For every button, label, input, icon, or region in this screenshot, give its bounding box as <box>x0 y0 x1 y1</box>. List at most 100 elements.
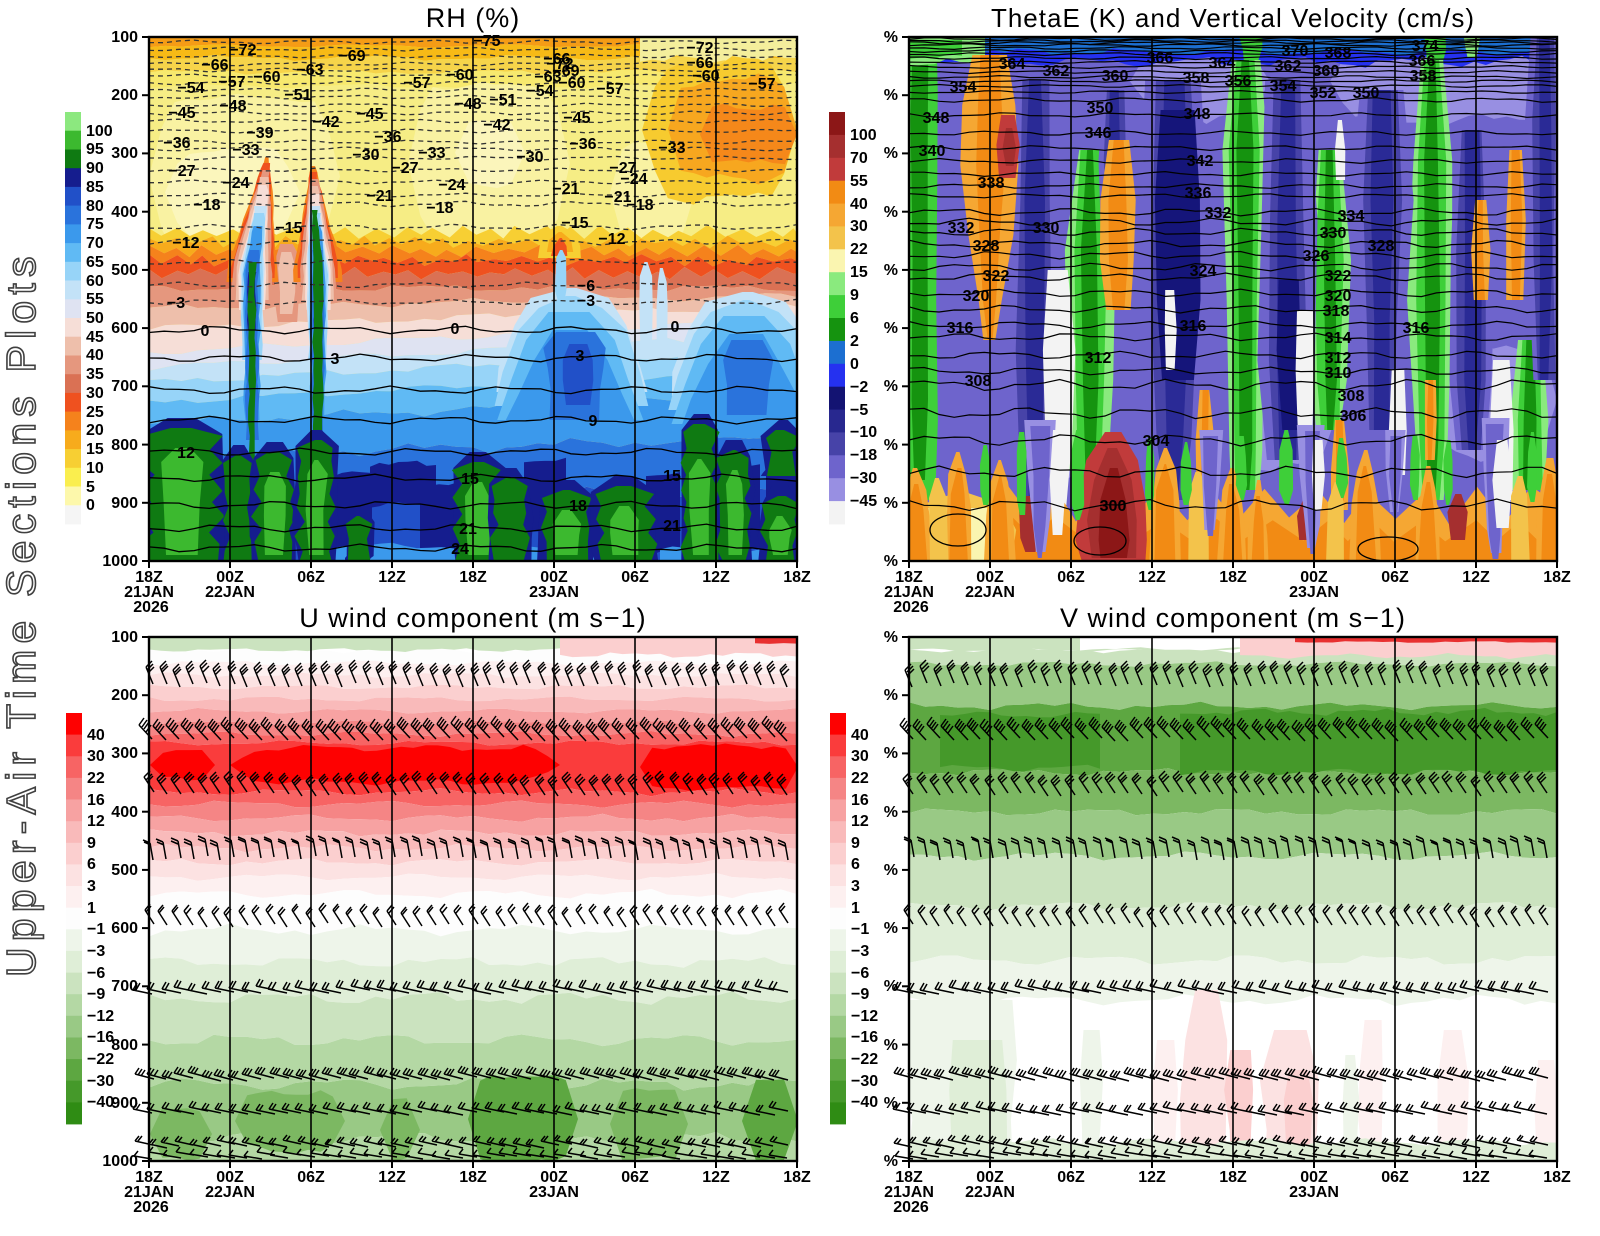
svg-text:70: 70 <box>86 235 104 252</box>
svg-text:−15: −15 <box>561 215 588 232</box>
svg-text:22JAN: 22JAN <box>965 584 1015 601</box>
svg-text:100: 100 <box>86 123 113 140</box>
svg-text:−69: −69 <box>552 63 579 80</box>
svg-text:15: 15 <box>461 471 479 488</box>
svg-text:304: 304 <box>1143 433 1170 450</box>
svg-text:316: 316 <box>1180 318 1207 335</box>
svg-text:1: 1 <box>87 900 96 917</box>
svg-text:324: 324 <box>1190 263 1217 280</box>
svg-text:400: 400 <box>111 804 138 821</box>
svg-text:18: 18 <box>569 498 587 515</box>
svg-text:00Z: 00Z <box>1300 1169 1328 1186</box>
svg-text:352: 352 <box>1310 85 1337 102</box>
svg-text:5: 5 <box>86 479 95 496</box>
svg-text:55: 55 <box>850 173 868 190</box>
svg-text:348: 348 <box>923 110 950 127</box>
svg-text:−45: −45 <box>356 106 383 123</box>
svg-text:316: 316 <box>1403 320 1430 337</box>
svg-text:−24: −24 <box>438 177 465 194</box>
svg-text:30: 30 <box>850 218 868 235</box>
svg-text:22JAN: 22JAN <box>205 1184 255 1201</box>
svg-text:16: 16 <box>87 792 105 809</box>
svg-text:368: 368 <box>1325 45 1352 62</box>
svg-text:−42: −42 <box>312 114 339 131</box>
svg-text:2026: 2026 <box>893 599 929 616</box>
svg-text:%: % <box>884 629 898 646</box>
svg-text:600: 600 <box>111 920 138 937</box>
svg-text:06Z: 06Z <box>1381 1169 1409 1186</box>
svg-text:21JAN: 21JAN <box>124 1184 174 1201</box>
svg-text:2: 2 <box>850 333 859 350</box>
svg-text:12: 12 <box>851 813 869 830</box>
svg-text:−39: −39 <box>246 125 273 142</box>
svg-text:900: 900 <box>111 495 138 512</box>
svg-text:70: 70 <box>850 150 868 167</box>
svg-text:−45: −45 <box>850 493 877 510</box>
svg-text:1: 1 <box>851 900 860 917</box>
svg-text:15: 15 <box>663 468 681 485</box>
svg-text:−40: −40 <box>87 1094 114 1111</box>
svg-text:100: 100 <box>111 629 138 646</box>
svg-text:30: 30 <box>851 748 869 765</box>
svg-text:−60: −60 <box>446 67 473 84</box>
svg-text:3: 3 <box>87 878 96 895</box>
svg-text:06Z: 06Z <box>621 1169 649 1186</box>
svg-text:−60: −60 <box>253 69 280 86</box>
svg-text:18Z: 18Z <box>135 1169 163 1186</box>
svg-text:300: 300 <box>111 745 138 762</box>
svg-text:−57: −57 <box>596 81 623 98</box>
svg-text:−18: −18 <box>850 447 877 464</box>
svg-text:12Z: 12Z <box>1462 1169 1490 1186</box>
svg-text:15: 15 <box>850 264 868 281</box>
svg-text:%: % <box>884 862 898 879</box>
svg-text:12: 12 <box>177 445 195 462</box>
svg-text:−3: −3 <box>851 943 869 960</box>
svg-text:−63: −63 <box>534 69 561 86</box>
svg-text:23JAN: 23JAN <box>1289 1184 1339 1201</box>
svg-text:200: 200 <box>111 87 138 104</box>
svg-text:−5: −5 <box>850 402 868 419</box>
svg-text:−69: −69 <box>338 48 365 65</box>
svg-text:500: 500 <box>111 262 138 279</box>
svg-text:−54: −54 <box>526 83 553 100</box>
svg-text:−16: −16 <box>851 1029 878 1046</box>
svg-text:%: % <box>884 1037 898 1054</box>
svg-text:−36: −36 <box>374 129 401 146</box>
svg-text:%: % <box>884 145 898 162</box>
svg-text:356: 356 <box>1225 73 1252 90</box>
svg-text:16: 16 <box>851 792 869 809</box>
svg-text:%: % <box>884 87 898 104</box>
svg-text:340: 340 <box>919 143 946 160</box>
svg-text:328: 328 <box>1368 238 1395 255</box>
svg-text:−12: −12 <box>87 1008 114 1025</box>
svg-text:−2: −2 <box>850 379 868 396</box>
svg-text:85: 85 <box>86 179 104 196</box>
svg-text:366: 366 <box>1147 50 1174 67</box>
svg-text:06Z: 06Z <box>1381 569 1409 586</box>
svg-text:−6: −6 <box>577 278 595 295</box>
svg-text:22: 22 <box>850 241 868 258</box>
svg-text:−66: −66 <box>543 51 570 68</box>
svg-text:%: % <box>884 29 898 46</box>
svg-text:−66: −66 <box>686 55 713 72</box>
svg-text:%: % <box>884 437 898 454</box>
svg-text:20: 20 <box>86 422 104 439</box>
svg-text:90: 90 <box>86 160 104 177</box>
svg-text:6: 6 <box>850 310 859 327</box>
svg-text:−10: −10 <box>850 424 877 441</box>
svg-text:06Z: 06Z <box>1057 569 1085 586</box>
svg-text:1000: 1000 <box>102 553 138 570</box>
svg-text:30: 30 <box>86 385 104 402</box>
svg-text:23JAN: 23JAN <box>1289 584 1339 601</box>
svg-text:350: 350 <box>1353 85 1380 102</box>
svg-text:9: 9 <box>851 835 860 852</box>
svg-text:360: 360 <box>1102 68 1129 85</box>
svg-text:18Z: 18Z <box>895 569 923 586</box>
svg-text:%: % <box>884 745 898 762</box>
svg-text:24: 24 <box>451 541 469 558</box>
svg-text:−48: −48 <box>219 98 246 115</box>
svg-text:18Z: 18Z <box>459 1169 487 1186</box>
svg-text:18Z: 18Z <box>1543 569 1571 586</box>
svg-text:374: 374 <box>1412 38 1439 55</box>
svg-text:600: 600 <box>111 320 138 337</box>
